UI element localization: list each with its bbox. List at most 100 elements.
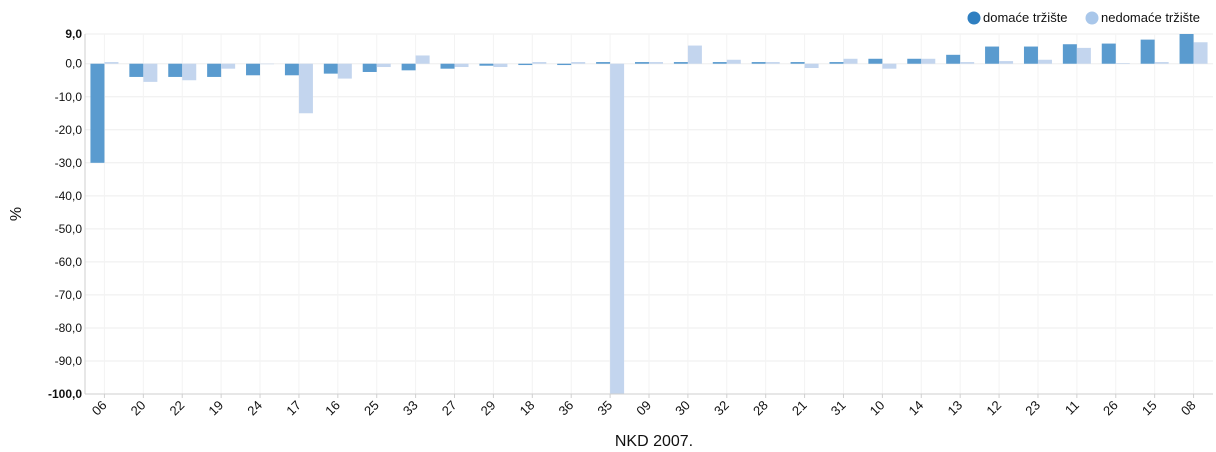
x-tick-label: 09 [633, 398, 654, 419]
bar-nedomace-23[interactable] [1037, 59, 1052, 64]
bar-domace-22[interactable] [168, 63, 183, 77]
x-tick-label: 23 [1022, 398, 1043, 419]
bar-domace-25[interactable] [362, 63, 377, 72]
bar-domace-33[interactable] [401, 63, 416, 71]
bar-domace-23[interactable] [1023, 46, 1038, 64]
bar-domace-11[interactable] [1062, 44, 1077, 64]
bar-domace-29[interactable] [479, 63, 494, 66]
bar-layer [90, 34, 1208, 395]
bar-nedomace-10[interactable] [882, 63, 897, 69]
bar-nedomace-15[interactable] [1154, 62, 1169, 64]
legend-label-nedomace: nedomaće tržište [1101, 10, 1200, 25]
bar-domace-28[interactable] [751, 62, 766, 64]
x-axis-title: NKD 2007. [615, 433, 693, 450]
bar-domace-16[interactable] [323, 63, 338, 74]
bar-nedomace-21[interactable] [804, 63, 819, 69]
bar-domace-17[interactable] [284, 63, 299, 76]
bar-domace-21[interactable] [790, 62, 805, 64]
x-tick-label: 21 [789, 398, 810, 419]
y-tick-label: -10,0 [55, 90, 83, 104]
bar-nedomace-16[interactable] [337, 63, 352, 79]
legend[interactable]: domaće tržište nedomaće tržište [967, 10, 1201, 25]
y-tick-label: 9,0 [65, 27, 82, 41]
x-tick-label: 28 [750, 398, 771, 419]
x-tick-label: 22 [167, 398, 188, 419]
bar-nedomace-31[interactable] [843, 58, 858, 64]
y-tick-label: -80,0 [55, 321, 83, 335]
bar-domace-30[interactable] [673, 62, 688, 64]
bar-domace-15[interactable] [1140, 39, 1155, 64]
bar-domace-35[interactable] [596, 62, 611, 64]
bar-nedomace-17[interactable] [298, 63, 313, 114]
bar-domace-14[interactable] [907, 58, 922, 64]
x-tick-label: 35 [594, 398, 615, 419]
x-tick-label: 08 [1178, 398, 1199, 419]
bar-nedomace-18[interactable] [532, 62, 547, 64]
axis-layer [84, 34, 1213, 398]
bar-nedomace-29[interactable] [493, 63, 508, 68]
bar-nedomace-35[interactable] [610, 63, 625, 395]
bar-domace-31[interactable] [829, 62, 844, 64]
bar-nedomace-27[interactable] [454, 63, 469, 68]
bar-domace-12[interactable] [985, 46, 1000, 64]
bar-nedomace-30[interactable] [687, 45, 702, 64]
bar-nedomace-32[interactable] [726, 59, 741, 64]
y-tick-label: -50,0 [55, 222, 83, 236]
bar-domace-09[interactable] [635, 62, 649, 64]
legend-label-domace: domaće tržište [983, 10, 1068, 25]
y-tick-label: -30,0 [55, 156, 83, 170]
bar-nedomace-20[interactable] [143, 63, 158, 82]
x-tick-label: 27 [439, 398, 460, 419]
bar-nedomace-14[interactable] [921, 58, 936, 64]
bar-nedomace-13[interactable] [960, 62, 975, 64]
bar-domace-36[interactable] [557, 63, 572, 66]
bar-nedomace-33[interactable] [415, 55, 430, 64]
y-tick-label: -70,0 [55, 288, 83, 302]
bar-nedomace-25[interactable] [376, 63, 391, 68]
bar-nedomace-22[interactable] [182, 63, 197, 81]
x-tick-label: 29 [478, 398, 499, 419]
bar-nedomace-09[interactable] [649, 62, 663, 64]
legend-item-domace[interactable]: domaće tržište [967, 10, 1068, 25]
bar-domace-32[interactable] [712, 62, 727, 64]
bar-domace-08[interactable] [1179, 34, 1194, 64]
x-tick-label: 13 [944, 398, 965, 419]
x-tick-label: 16 [322, 398, 343, 419]
bar-nedomace-11[interactable] [1076, 47, 1091, 64]
bar-domace-26[interactable] [1101, 43, 1116, 64]
x-tick-label: 33 [400, 398, 421, 419]
x-tick-label: 12 [983, 398, 1004, 419]
x-tick-label: 36 [555, 398, 576, 419]
bar-nedomace-08[interactable] [1193, 42, 1208, 64]
bar-nedomace-24[interactable] [260, 63, 275, 65]
x-tick-label: 18 [517, 398, 538, 419]
grid-layer [85, 33, 1213, 395]
bar-domace-19[interactable] [207, 63, 222, 77]
bar-nedomace-19[interactable] [221, 63, 236, 69]
legend-marker-domace [967, 11, 981, 25]
bar-domace-13[interactable] [946, 54, 961, 64]
x-tick-label: 10 [867, 398, 888, 419]
x-tick-label: 11 [1062, 398, 1082, 418]
bar-nedomace-26[interactable] [1115, 63, 1130, 64]
bar-domace-18[interactable] [518, 63, 533, 66]
x-tick-label: 17 [283, 398, 304, 419]
bar-domace-20[interactable] [129, 63, 144, 77]
legend-item-nedomace[interactable]: nedomaće tržište [1085, 10, 1201, 25]
bar-domace-06[interactable] [90, 63, 105, 163]
bar-nedomace-06[interactable] [104, 62, 119, 64]
legend-marker-nedomace [1085, 11, 1099, 25]
bar-nedomace-28[interactable] [765, 62, 780, 64]
y-tick-label: 0,0 [65, 57, 82, 71]
bar-domace-10[interactable] [868, 58, 883, 64]
bar-domace-24[interactable] [246, 63, 261, 76]
x-tick-label: 06 [89, 398, 110, 419]
x-tick-label: 25 [361, 398, 382, 419]
bar-nedomace-12[interactable] [999, 61, 1014, 64]
y-tick-label: -20,0 [55, 123, 83, 137]
bar-nedomace-36[interactable] [571, 62, 586, 64]
bar-domace-27[interactable] [440, 63, 455, 69]
x-tick-label: 31 [828, 398, 849, 419]
